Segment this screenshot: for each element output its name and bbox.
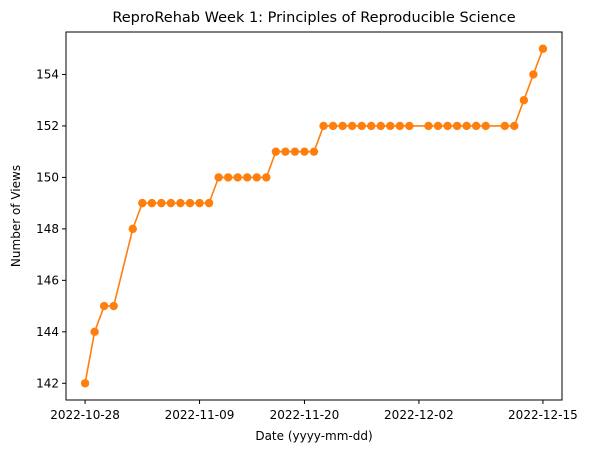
y-tick-label: 148 — [36, 222, 59, 236]
y-axis: 142 144 146 148 150 152 154 — [36, 67, 66, 390]
data-point — [109, 301, 118, 311]
data-point — [271, 147, 281, 156]
data-point — [328, 121, 338, 131]
y-tick-label: 152 — [36, 119, 59, 133]
plot-frame — [65, 31, 563, 401]
y-tick-label: 154 — [36, 67, 59, 81]
data-point — [443, 121, 452, 131]
chart-title: ReproRehab Week 1: Principles of Reprodu… — [112, 10, 515, 26]
data-point — [395, 121, 405, 131]
series-line — [84, 48, 544, 384]
data-point — [538, 44, 548, 53]
data-point — [376, 121, 385, 131]
data-point — [176, 198, 185, 208]
data-point — [309, 147, 319, 156]
x-tick-label: 2022-10-28 — [50, 408, 120, 422]
data-point — [128, 224, 137, 234]
data-point — [424, 121, 433, 131]
data-point — [243, 173, 252, 182]
data-point — [166, 198, 176, 208]
y-tick-label: 146 — [36, 273, 59, 287]
data-point — [452, 121, 462, 131]
data-point — [367, 121, 376, 131]
data-point — [262, 173, 271, 182]
data-point — [405, 121, 414, 131]
data-point — [529, 70, 538, 79]
x-axis: 2022-10-28 2022-11-09 2022-11-20 2022-12-02… — [50, 400, 578, 422]
y-axis-label: Number of Views — [9, 165, 23, 267]
data-point — [338, 121, 347, 131]
data-point — [99, 301, 109, 311]
data-point — [462, 121, 471, 131]
data-point — [138, 198, 147, 208]
data-point — [357, 121, 366, 131]
data-point — [204, 198, 214, 208]
plot-area — [80, 44, 548, 388]
x-tick-label: 2022-11-20 — [270, 408, 340, 422]
y-tick-label: 144 — [36, 325, 59, 339]
data-point — [90, 327, 99, 336]
data-point — [319, 121, 328, 131]
x-tick-label: 2022-12-02 — [384, 408, 454, 422]
data-point — [500, 121, 509, 131]
data-point — [195, 198, 204, 208]
x-tick-label: 2022-12-15 — [508, 408, 578, 422]
data-point — [147, 198, 157, 208]
data-point — [223, 173, 233, 182]
data-point — [481, 121, 490, 131]
data-point — [252, 173, 261, 182]
data-point — [80, 379, 90, 388]
data-point — [233, 173, 242, 182]
data-point — [347, 121, 357, 131]
data-point — [300, 147, 309, 156]
data-point — [290, 147, 300, 156]
data-point — [433, 121, 443, 131]
data-point — [157, 198, 166, 208]
data-point — [185, 198, 195, 208]
data-point — [386, 121, 395, 131]
data-point — [281, 147, 290, 156]
data-point — [510, 121, 519, 131]
x-tick-label: 2022-11-09 — [165, 408, 235, 422]
y-tick-label: 142 — [36, 376, 59, 390]
data-point — [471, 121, 481, 131]
data-point — [214, 173, 223, 182]
data-point — [519, 96, 529, 105]
x-axis-label: Date (yyyy-mm-dd) — [255, 429, 372, 443]
y-tick-label: 150 — [36, 170, 59, 184]
